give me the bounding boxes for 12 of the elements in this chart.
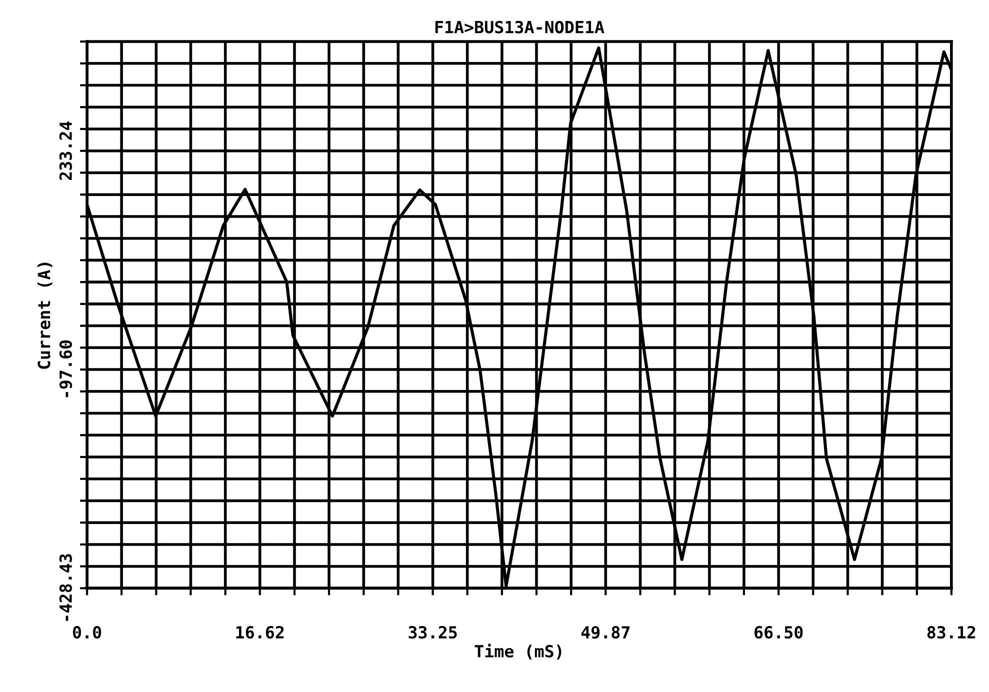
y-tick-label: -97.60 <box>59 340 72 398</box>
x-tick-label: 33.25 <box>408 626 457 639</box>
x-axis-title: Time (mS) <box>474 644 562 660</box>
y-tick-label: -428.43 <box>59 554 72 621</box>
x-tick-label: 49.87 <box>581 626 630 639</box>
x-tick-label: 83.12 <box>927 626 976 639</box>
y-tick-label: 233.24 <box>59 122 72 180</box>
x-tick-label: 16.62 <box>236 626 284 639</box>
y-axis-title: Current (A) <box>37 262 52 369</box>
x-tick-label: 0.0 <box>72 626 102 639</box>
x-tick-label: 66.50 <box>754 626 803 639</box>
chart-title: F1A>BUS13A-NODE1A <box>435 20 604 34</box>
